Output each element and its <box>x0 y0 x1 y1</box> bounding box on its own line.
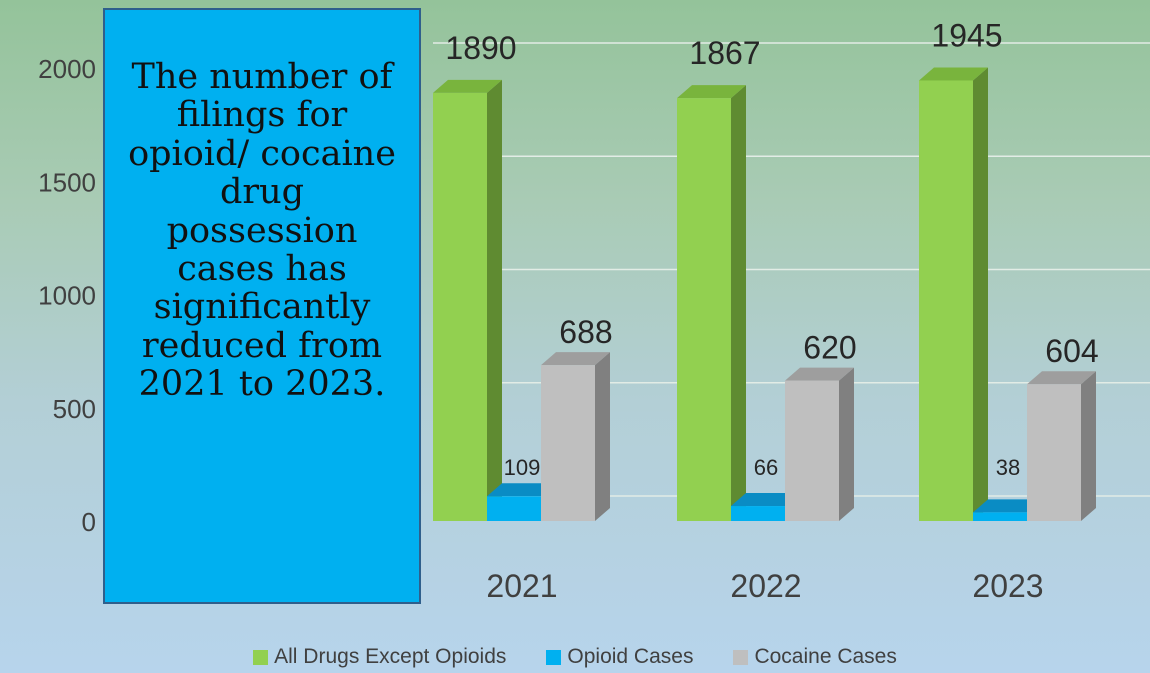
legend-swatch <box>253 649 269 665</box>
bar-side <box>487 79 502 521</box>
bar-top <box>487 483 556 497</box>
bar <box>919 67 988 522</box>
bar-front <box>487 496 541 521</box>
x-axis-ticks: 2021 2022 2023 <box>486 568 1043 604</box>
bar-front <box>677 98 731 521</box>
bar-top <box>677 85 746 99</box>
legend-swatch <box>733 649 749 665</box>
x-tick-label: 2021 <box>486 568 557 604</box>
bar <box>731 493 800 521</box>
bar-top <box>541 352 610 366</box>
bar-top <box>731 493 800 507</box>
data-label: 1945 <box>931 17 1002 53</box>
y-tick-label: 0 <box>82 507 96 537</box>
bar-front <box>973 512 1027 521</box>
callout-text: The number of filings for opioid/ cocain… <box>128 57 396 405</box>
legend: All Drugs Except Opioids Opioid Cases Coca… <box>0 645 1150 669</box>
callout-box: The number of filings for opioid/ cocain… <box>103 8 421 604</box>
bar-top <box>919 67 988 81</box>
y-tick-label: 1500 <box>38 167 96 197</box>
data-label: 66 <box>754 455 778 480</box>
data-label: 688 <box>559 314 612 350</box>
legend-label: Cocaine Cases <box>754 645 897 668</box>
y-tick-label: 2000 <box>38 54 96 84</box>
bar-top <box>1027 371 1096 385</box>
y-axis-ticks: 0 500 1000 1500 2000 <box>38 54 96 537</box>
bar <box>1027 371 1096 521</box>
bar-top <box>433 79 502 93</box>
data-label: 604 <box>1045 333 1098 369</box>
data-label: 620 <box>803 330 856 366</box>
bar-front <box>731 506 785 521</box>
bar-front <box>919 80 973 522</box>
bar-side <box>1081 371 1096 521</box>
bar-side <box>731 85 746 521</box>
data-labels: 1890 109 688 1867 66 620 1945 38 604 <box>445 17 1098 480</box>
data-label: 109 <box>504 455 541 480</box>
bar-top <box>973 499 1042 513</box>
bar-front <box>785 380 839 521</box>
x-tick-label: 2023 <box>972 568 1043 604</box>
legend-swatch <box>546 649 562 665</box>
bar <box>433 79 502 521</box>
data-label: 1867 <box>689 35 760 71</box>
legend-label: Opioid Cases <box>567 645 694 668</box>
bar-top <box>785 367 854 381</box>
bar-side <box>839 367 854 521</box>
legend-label: All Drugs Except Opioids <box>274 645 507 668</box>
y-tick-label: 1000 <box>38 281 96 311</box>
bar <box>487 483 556 521</box>
bars <box>433 67 1096 522</box>
bar-front <box>541 365 595 521</box>
bar <box>785 367 854 521</box>
legend-item: Cocaine Cases <box>733 645 897 669</box>
data-label: 38 <box>996 455 1020 480</box>
bar <box>541 352 610 521</box>
x-tick-label: 2022 <box>730 568 801 604</box>
legend-item: Opioid Cases <box>546 645 693 669</box>
y-tick-label: 500 <box>53 394 96 424</box>
data-label: 1890 <box>445 30 516 66</box>
bar-front <box>433 92 487 521</box>
bar-side <box>595 352 610 521</box>
bar-side <box>973 67 988 522</box>
bar-front <box>1027 384 1081 521</box>
legend-item: All Drugs Except Opioids <box>253 645 506 669</box>
bar <box>677 85 746 521</box>
